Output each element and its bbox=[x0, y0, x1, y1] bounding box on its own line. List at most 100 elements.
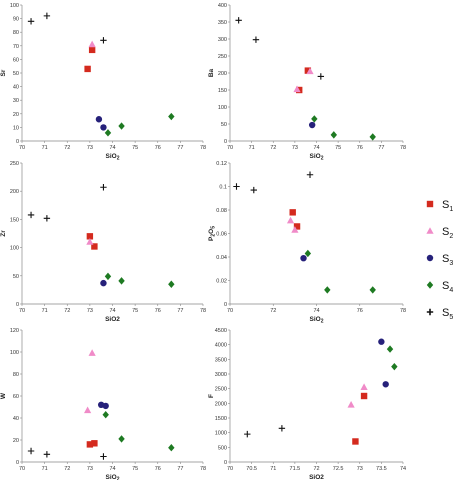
y-tick-label: 1500 bbox=[215, 416, 227, 422]
data-point bbox=[360, 392, 368, 400]
data-point bbox=[91, 243, 98, 250]
y-tick-label: 50 bbox=[13, 71, 19, 77]
data-point bbox=[118, 122, 125, 130]
y-axis-label-subscript: 2 bbox=[211, 234, 217, 237]
series-S3 bbox=[378, 338, 389, 388]
y-tick-label: 500 bbox=[218, 445, 227, 451]
y-axis-label-subscript: 5 bbox=[211, 226, 217, 229]
x-tick-label: 76 bbox=[155, 145, 161, 151]
y-tick-label: 0.08 bbox=[216, 208, 227, 214]
y-tick-label: 250 bbox=[218, 54, 227, 60]
y-tick-label: 60 bbox=[13, 394, 19, 400]
series-S5 bbox=[27, 447, 107, 460]
y-tick-label: 120 bbox=[10, 328, 19, 334]
x-axis-label-main: SiO bbox=[310, 153, 321, 160]
x-axis-label: SiO2 bbox=[310, 316, 324, 325]
x-tick-label: 70 bbox=[227, 466, 233, 472]
y-axis-label: W bbox=[0, 392, 7, 399]
data-point bbox=[168, 112, 175, 121]
y-tick-label: 80 bbox=[13, 30, 19, 36]
data-point bbox=[347, 401, 355, 408]
y-tick-label: 0 bbox=[16, 460, 19, 466]
y-tick-label: 50 bbox=[13, 274, 19, 280]
x-axis-label-main: SiO bbox=[106, 474, 117, 480]
x-axis-label: SiO2 bbox=[106, 474, 120, 480]
legend-label: S5 bbox=[442, 307, 453, 321]
data-point bbox=[88, 349, 96, 356]
y-tick-label: 70 bbox=[13, 44, 19, 50]
legend-marker bbox=[426, 308, 434, 316]
data-point bbox=[168, 280, 175, 288]
legend-label: S1 bbox=[442, 199, 453, 213]
x-tick-label: 71 bbox=[42, 466, 48, 472]
y-tick-label: 90 bbox=[13, 17, 19, 23]
x-tick-label: 77 bbox=[177, 466, 183, 472]
series-S2 bbox=[347, 383, 368, 408]
x-tick-label: 72 bbox=[64, 145, 70, 151]
y-tick-label: 20 bbox=[13, 112, 19, 118]
y-tick-label: 2500 bbox=[215, 387, 227, 393]
series-S2 bbox=[86, 238, 94, 245]
data-point bbox=[84, 65, 91, 73]
legend-marker bbox=[426, 227, 434, 234]
data-point bbox=[311, 115, 318, 123]
x-tick-label: 73 bbox=[87, 145, 93, 151]
x-tick-label: 74 bbox=[109, 466, 115, 472]
y-axis-label-main: F bbox=[208, 394, 215, 398]
chart-panel-3: 70 71 72 73 74 75 76 77 78 0 50 100 150 200 250 SiO2 Zr bbox=[0, 161, 206, 323]
data-point bbox=[286, 216, 295, 224]
series-S2 bbox=[84, 349, 96, 414]
y-tick-label: 150 bbox=[10, 217, 19, 223]
x-tick-label: 73.5 bbox=[376, 466, 387, 472]
data-point bbox=[100, 124, 107, 131]
data-point bbox=[250, 186, 257, 194]
data-point bbox=[104, 129, 112, 137]
y-axis-label: F bbox=[208, 394, 215, 398]
legend-entry: S4 bbox=[426, 280, 453, 294]
x-axis-label-main: SiO bbox=[106, 153, 117, 160]
y-tick-label: 0 bbox=[224, 139, 227, 145]
y-tick-label: 0 bbox=[224, 460, 227, 466]
y-tick-label: 0.1 bbox=[219, 185, 227, 191]
data-point bbox=[86, 441, 94, 448]
series-S4 bbox=[386, 345, 398, 371]
series-S4 bbox=[304, 249, 376, 294]
y-tick-label: 400 bbox=[218, 3, 227, 9]
y-tick-label: 4500 bbox=[215, 328, 227, 334]
y-tick-label: 10 bbox=[13, 125, 19, 131]
legend-entry: S2 bbox=[426, 226, 453, 240]
data-point bbox=[369, 286, 376, 294]
series-S4 bbox=[311, 115, 376, 141]
series-S4 bbox=[104, 112, 175, 137]
x-axis-label-subscript: 2 bbox=[321, 319, 324, 325]
legend-label-main: S bbox=[442, 253, 449, 265]
data-point bbox=[304, 249, 312, 258]
data-point bbox=[86, 238, 94, 245]
y-tick-label: 200 bbox=[10, 189, 19, 195]
series-S5 bbox=[233, 171, 314, 194]
data-point bbox=[88, 46, 96, 54]
chart-panels: 70 71 72 73 74 75 76 77 780102030405060708090100… bbox=[0, 3, 406, 480]
data-point bbox=[100, 184, 107, 191]
y-axis-label-main: Ba bbox=[208, 68, 215, 77]
data-point bbox=[291, 226, 299, 233]
data-point bbox=[278, 425, 286, 432]
series-S2 bbox=[88, 40, 96, 48]
y-tick-label: 250 bbox=[10, 161, 19, 167]
legend-label-subscript: 2 bbox=[449, 233, 453, 240]
data-point bbox=[95, 116, 103, 123]
y-tick-label: 100 bbox=[218, 105, 227, 111]
x-tick-label: 71 bbox=[249, 145, 255, 151]
data-point bbox=[244, 430, 251, 438]
y-axis-label-main: Sr bbox=[0, 69, 7, 76]
x-tick-label: 75 bbox=[335, 145, 341, 151]
data-point bbox=[300, 254, 307, 262]
chart-panel-4: 70 72 74 76 7800.020.040.060.080.10.12SiO2P2… bbox=[208, 161, 406, 325]
data-point bbox=[304, 67, 312, 74]
x-tick-label: 74 bbox=[313, 308, 319, 314]
y-tick-label: 0 bbox=[16, 302, 19, 308]
y-tick-label: 1000 bbox=[215, 431, 227, 437]
y-tick-label: 100 bbox=[10, 3, 19, 9]
x-tick-label: 77 bbox=[378, 145, 384, 151]
